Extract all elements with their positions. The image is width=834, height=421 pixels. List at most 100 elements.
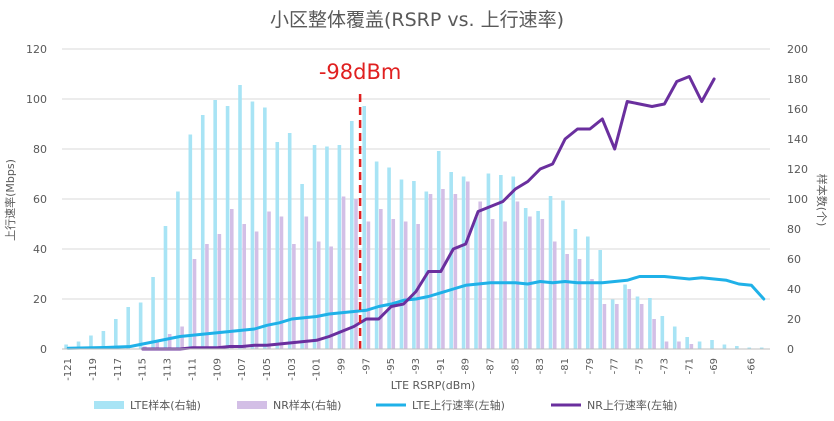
x-tick-label: -66 [746, 358, 757, 374]
lte-sample-bar [759, 347, 764, 349]
nr-sample-bar [478, 201, 483, 349]
y-left-tick-label: 120 [26, 43, 47, 56]
lte-sample-bar [176, 191, 180, 349]
nr-sample-bar [229, 209, 234, 349]
lte-sample-bar [685, 337, 689, 349]
lte-sample-bar [213, 100, 217, 349]
legend-label: NR样本(右轴) [273, 398, 341, 412]
x-tick-label: -77 [610, 358, 621, 374]
nr-sample-bar [615, 304, 619, 349]
axes: 0 20 40 60 80 100 120 0 20 40 60 80 100 120 140 160 180 2… [26, 43, 808, 381]
y-left-tick-label: 80 [33, 143, 47, 156]
lte-sample-bar [511, 176, 516, 349]
lte-sample-bar [151, 277, 155, 349]
legend-label: NR上行速率(左轴) [587, 398, 677, 412]
lte-sample-bar [89, 335, 93, 349]
series-lines [66, 75, 766, 351]
nr-sample-bar [577, 259, 582, 349]
y-right-tick-label: 160 [787, 103, 808, 116]
x-tick-label: -101 [312, 358, 323, 381]
lte-sample-bar [163, 226, 168, 349]
lte-sample-bar [536, 211, 540, 349]
legend-label: LTE上行速率(左轴) [412, 398, 505, 412]
x-tick-label: -109 [212, 358, 223, 381]
nr-sample-bar [677, 341, 681, 349]
x-tick-label: -113 [163, 358, 174, 381]
nr-sample-bar [354, 199, 358, 349]
lte-sample-bar [623, 284, 627, 349]
lte-sample-bar [424, 191, 429, 349]
lte-sample-bar [225, 106, 230, 349]
nr-sample-bar [242, 224, 247, 349]
nr-sample-bar [689, 344, 694, 349]
y-right-tick-label: 0 [787, 343, 794, 356]
legend-swatch [237, 401, 267, 409]
lte-sample-bar [747, 347, 752, 349]
y-right-tick-label: 180 [787, 73, 808, 86]
lte-sample-bar [436, 151, 441, 349]
gridlines [62, 48, 770, 350]
lte-sample-bar [312, 145, 317, 349]
lte-sample-bar [349, 121, 354, 349]
y-right-tick-label: 60 [787, 253, 801, 266]
nr-sample-bar [565, 254, 569, 349]
lte-sample-bar [672, 326, 677, 349]
threshold-annotation: -98dBm [319, 60, 402, 349]
nr-sample-bar [217, 234, 222, 349]
lte-sample-bar [722, 344, 727, 349]
x-tick-label: -103 [287, 358, 298, 381]
nr-sample-bar [279, 216, 284, 349]
lte-sample-bar [101, 331, 106, 349]
x-tick-label: -71 [684, 358, 695, 374]
lte-sample-bar [263, 107, 267, 349]
nr-sample-bar [205, 244, 209, 349]
nr-sample-bar [515, 201, 520, 349]
lte-sample-bar [697, 341, 702, 349]
lte-sample-bar [660, 316, 665, 349]
nr-sample-bar [292, 244, 296, 349]
lte-sample-bar [200, 115, 205, 349]
lte-sample-bar [76, 341, 81, 349]
legend-label: LTE样本(右轴) [130, 398, 201, 412]
x-tick-label: -99 [336, 358, 347, 374]
lte-sample-bar [735, 346, 739, 349]
y-right-tick-label: 120 [787, 163, 808, 176]
legend-swatch [94, 401, 124, 409]
y-right-tick-label: 100 [787, 193, 808, 206]
lte-sample-bar [399, 179, 404, 349]
threshold-label: -98dBm [319, 60, 402, 84]
y-right-tick-label: 40 [787, 283, 801, 296]
lte-sample-bar [461, 176, 466, 349]
x-tick-label: -119 [88, 358, 99, 381]
y-right-tick-label: 80 [787, 223, 801, 236]
nr-rate-line [141, 75, 716, 351]
y-right-tick-label: 140 [787, 133, 808, 146]
x-tick-label: -115 [138, 358, 149, 381]
nr-sample-bar [167, 334, 172, 349]
lte-sample-bar [635, 296, 640, 349]
lte-sample-bar [250, 101, 255, 349]
lte-sample-bar [598, 250, 603, 349]
nr-sample-bar [192, 259, 197, 349]
chart-title: 小区整体覆盖(RSRP vs. 上行速率) [270, 9, 564, 31]
nr-sample-bar [254, 231, 259, 349]
lte-sample-bar [374, 161, 379, 349]
legend: LTE样本(右轴) NR样本(右轴) LTE上行速率(左轴) NR上行速率(左轴) [94, 398, 677, 412]
nr-sample-bar [540, 219, 545, 349]
lte-sample-bar [387, 167, 391, 349]
bars [64, 85, 764, 349]
x-tick-label: -69 [709, 358, 720, 374]
lte-sample-bar [238, 85, 242, 349]
lte-sample-bar [412, 181, 416, 349]
lte-rate-line [66, 275, 766, 350]
lte-sample-bar [610, 299, 615, 349]
nr-sample-bar [366, 221, 371, 349]
nr-sample-bar [627, 289, 632, 349]
y-left-tick-label: 60 [33, 193, 47, 206]
lte-sample-bar [188, 134, 193, 349]
lte-sample-bar [499, 175, 503, 349]
lte-sample-bar [113, 319, 118, 349]
nr-sample-bar [664, 341, 669, 349]
y-right-tick-label: 20 [787, 313, 801, 326]
